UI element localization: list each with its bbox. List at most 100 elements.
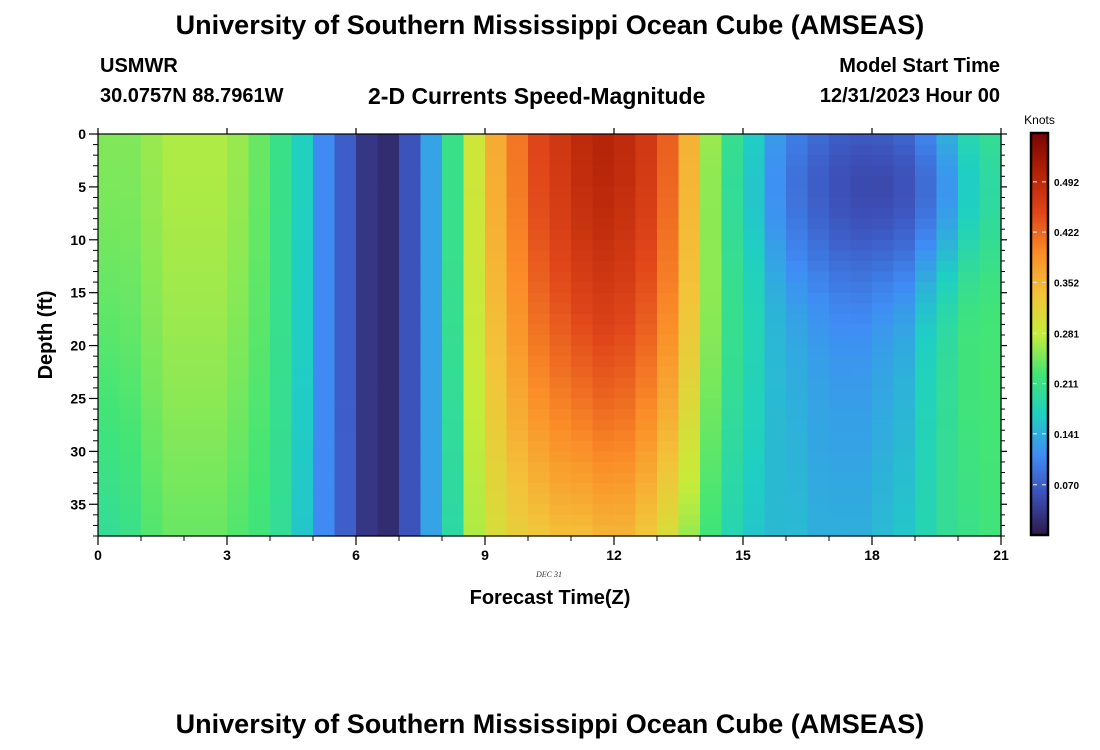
heatmap-cell (356, 451, 379, 463)
heatmap-cell (313, 335, 336, 347)
y-tick-label: 10 (70, 232, 86, 248)
heatmap-cell (205, 218, 228, 230)
heatmap-cell (270, 282, 293, 294)
heatmap-cell (184, 144, 207, 156)
heatmap-cell (979, 493, 1002, 505)
heatmap-cell (313, 430, 336, 442)
heatmap-cell (893, 451, 916, 463)
heatmap-cell (958, 430, 981, 442)
heatmap-cell (657, 282, 680, 294)
heatmap-cell (377, 229, 400, 241)
heatmap-cell (334, 430, 357, 442)
heatmap-cell (915, 335, 938, 347)
heatmap-cell (420, 271, 443, 283)
heatmap-cell (592, 282, 615, 294)
heatmap-cell (442, 197, 465, 209)
heatmap-cell (270, 345, 293, 357)
heatmap-cell (442, 324, 465, 336)
heatmap-cell (334, 377, 357, 389)
heatmap-cell (893, 313, 916, 326)
heatmap-cell (915, 409, 938, 421)
heatmap-cell (356, 345, 379, 357)
heatmap-cell (721, 430, 744, 442)
heatmap-cell (528, 493, 551, 505)
heatmap-cell (893, 525, 916, 537)
heatmap-cell (399, 366, 422, 378)
heatmap-cell (227, 208, 250, 220)
station-id: USMWR (100, 55, 178, 77)
heatmap-cell (872, 472, 895, 484)
heatmap-cell (936, 377, 959, 389)
heatmap-cell (850, 313, 873, 326)
heatmap-cell (270, 451, 293, 463)
heatmap-cell (399, 377, 422, 389)
heatmap-cell (850, 282, 873, 294)
heatmap-cell (485, 260, 508, 273)
heatmap-cell (958, 483, 981, 495)
heatmap-cell (657, 239, 680, 251)
heatmap-cell (270, 493, 293, 505)
heatmap-cell (958, 208, 981, 220)
heatmap-cell (399, 282, 422, 294)
heatmap-cell (98, 155, 121, 167)
heatmap-cell (915, 504, 938, 516)
heatmap-cell (119, 292, 142, 304)
heatmap-cell (829, 525, 852, 537)
heatmap-cell (506, 186, 529, 199)
heatmap-cell (162, 239, 185, 251)
heatmap-cell (205, 387, 228, 400)
heatmap-cell (248, 472, 271, 484)
heatmap-cell (936, 271, 959, 283)
heatmap-cell (162, 229, 185, 241)
heatmap-cell (227, 271, 250, 283)
heatmap-cell (635, 366, 658, 378)
heatmap-cell (893, 493, 916, 505)
heatmap-cell (700, 176, 723, 188)
heatmap-cell (184, 472, 207, 484)
heatmap-cell (958, 176, 981, 188)
heatmap-cell (291, 313, 314, 326)
heatmap-cell (141, 430, 164, 442)
heatmap-cell (635, 176, 658, 188)
heatmap-cell (313, 324, 336, 336)
heatmap-cell (807, 398, 830, 410)
heatmap-cell (184, 398, 207, 410)
heatmap-cell (227, 176, 250, 188)
heatmap-cell (270, 409, 293, 421)
heatmap-cell (915, 345, 938, 357)
heatmap-cell (420, 176, 443, 188)
heatmap-cell (872, 335, 895, 347)
heatmap-cell (571, 419, 594, 431)
heatmap-cell (979, 419, 1002, 431)
heatmap-cell (872, 409, 895, 421)
heatmap-cell (463, 313, 486, 326)
heatmap-cell (463, 483, 486, 495)
heatmap-cell (227, 282, 250, 294)
heatmap-cell (700, 483, 723, 495)
heatmap-cell (442, 493, 465, 505)
heatmap-cell (958, 165, 981, 177)
heatmap-cell (592, 250, 615, 262)
heatmap-cell (399, 239, 422, 251)
heatmap-cell (313, 419, 336, 431)
heatmap-cell (270, 303, 293, 315)
heatmap-cell (184, 504, 207, 516)
heatmap-cell (657, 440, 680, 452)
heatmap-cell (678, 313, 701, 326)
heatmap-cell (356, 208, 379, 220)
heatmap-cell (270, 271, 293, 283)
heatmap-cell (528, 144, 551, 156)
heatmap-cell (205, 144, 228, 156)
heatmap-cell (807, 356, 830, 368)
heatmap-cell (420, 345, 443, 357)
heatmap-cell (743, 409, 766, 421)
heatmap-cell (399, 208, 422, 220)
heatmap-cell (571, 144, 594, 156)
heatmap-cell (915, 472, 938, 484)
heatmap-cell (98, 493, 121, 505)
heatmap-cell (936, 387, 959, 400)
heatmap-cell (420, 229, 443, 241)
heatmap-cell (807, 451, 830, 463)
heatmap-cell (377, 440, 400, 452)
heatmap-cell (442, 504, 465, 516)
